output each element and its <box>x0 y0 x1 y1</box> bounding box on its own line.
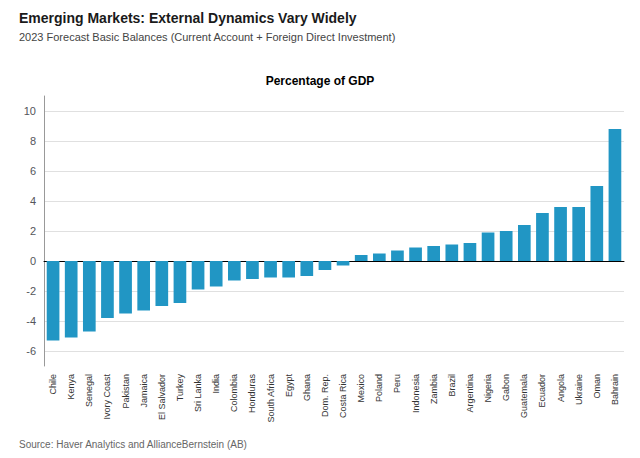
svg-text:Oman: Oman <box>592 374 602 399</box>
svg-text:Sri Lanka: Sri Lanka <box>193 374 203 412</box>
svg-text:2: 2 <box>30 225 36 237</box>
svg-text:Egypt: Egypt <box>284 374 294 398</box>
svg-text:Kenya: Kenya <box>66 374 76 400</box>
svg-text:Brazil: Brazil <box>447 374 457 397</box>
svg-text:2023 Forecast Basic Balances (: 2023 Forecast Basic Balances (Current Ac… <box>19 31 395 43</box>
svg-text:Ghana: Ghana <box>302 374 312 401</box>
svg-text:Nigeria: Nigeria <box>483 374 493 403</box>
svg-text:Gabon: Gabon <box>501 374 511 401</box>
svg-text:Emerging Markets: External Dyn: Emerging Markets: External Dynamics Vary… <box>19 10 357 26</box>
svg-text:Costa Rica: Costa Rica <box>338 374 348 418</box>
svg-text:Senegal: Senegal <box>84 374 94 407</box>
svg-text:India: India <box>211 374 221 394</box>
svg-text:Poland: Poland <box>374 374 384 402</box>
svg-text:10: 10 <box>24 105 36 117</box>
svg-text:El Salvador: El Salvador <box>157 374 167 420</box>
svg-text:8: 8 <box>30 135 36 147</box>
svg-text:Percentage of GDP: Percentage of GDP <box>266 74 375 88</box>
svg-text:Jamaica: Jamaica <box>139 374 149 408</box>
svg-text:Guatemala: Guatemala <box>519 374 529 418</box>
svg-text:Pakistan: Pakistan <box>121 374 131 409</box>
svg-text:Ukraine: Ukraine <box>574 374 584 405</box>
svg-text:Bahrain: Bahrain <box>610 374 620 405</box>
svg-text:Zambia: Zambia <box>429 374 439 404</box>
svg-text:Chile: Chile <box>48 374 58 395</box>
svg-text:-2: -2 <box>26 285 36 297</box>
svg-text:Indonesia: Indonesia <box>411 374 421 413</box>
svg-text:0: 0 <box>30 255 36 267</box>
svg-text:Source: Haver Analytics and Al: Source: Haver Analytics and AllianceBern… <box>19 439 247 450</box>
svg-text:Mexico: Mexico <box>356 374 366 403</box>
svg-text:Turkey: Turkey <box>175 374 185 402</box>
svg-text:Colombia: Colombia <box>229 374 239 412</box>
svg-text:Ivory Coast: Ivory Coast <box>102 374 112 420</box>
svg-text:6: 6 <box>30 165 36 177</box>
svg-text:-6: -6 <box>26 345 36 357</box>
svg-text:South Africa: South Africa <box>266 374 276 423</box>
svg-text:-4: -4 <box>26 315 36 327</box>
svg-text:Peru: Peru <box>392 374 402 393</box>
svg-text:Honduras: Honduras <box>247 374 257 414</box>
svg-text:Dom. Rep.: Dom. Rep. <box>320 374 330 417</box>
svg-text:Ecuador: Ecuador <box>537 374 547 408</box>
svg-text:Argentina: Argentina <box>465 374 475 413</box>
svg-text:4: 4 <box>30 195 36 207</box>
svg-text:Angola: Angola <box>556 374 566 402</box>
